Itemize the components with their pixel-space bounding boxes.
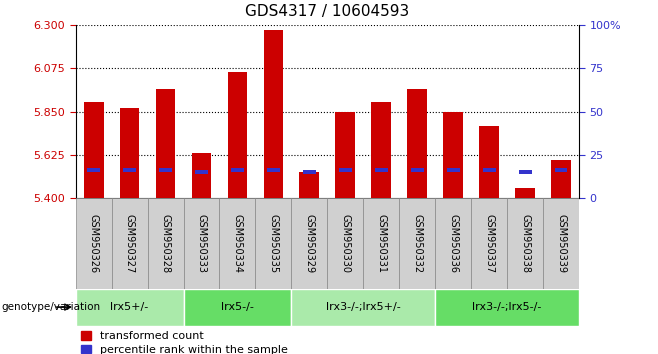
Text: GSM950328: GSM950328	[161, 214, 170, 273]
Text: GSM950333: GSM950333	[197, 214, 207, 273]
Text: lrx5-/-: lrx5-/-	[221, 302, 254, 312]
Bar	[551, 160, 571, 198]
Text: lrx3-/-;lrx5+/-: lrx3-/-;lrx5+/-	[326, 302, 401, 312]
Bar	[479, 126, 499, 198]
Bar	[255, 198, 291, 289]
Bar	[507, 198, 543, 289]
Bar	[483, 168, 495, 172]
Text: GSM950329: GSM950329	[305, 214, 315, 273]
Bar	[303, 170, 316, 174]
Bar	[228, 72, 247, 198]
Text: GSM950330: GSM950330	[340, 214, 350, 273]
Text: genotype/variation: genotype/variation	[1, 302, 101, 312]
Bar	[443, 113, 463, 198]
Bar	[123, 168, 136, 172]
Text: GSM950338: GSM950338	[520, 214, 530, 273]
Bar	[515, 188, 535, 198]
Bar	[435, 198, 471, 289]
Bar	[84, 102, 103, 198]
Bar	[191, 153, 211, 198]
Bar	[120, 108, 139, 198]
Bar	[371, 102, 391, 198]
Bar	[435, 289, 579, 326]
Bar	[159, 168, 172, 172]
Text: lrx5+/-: lrx5+/-	[111, 302, 149, 312]
Text: GSM950332: GSM950332	[413, 214, 422, 273]
Bar	[264, 30, 284, 198]
Text: GSM950335: GSM950335	[268, 214, 278, 273]
Bar	[555, 168, 567, 172]
Text: GSM950327: GSM950327	[124, 214, 135, 273]
Bar	[327, 198, 363, 289]
Bar	[471, 198, 507, 289]
Bar	[184, 289, 291, 326]
Bar	[291, 289, 435, 326]
Bar	[375, 168, 388, 172]
Bar	[399, 198, 435, 289]
Legend: transformed count, percentile rank within the sample: transformed count, percentile rank withi…	[81, 331, 288, 354]
Bar	[231, 167, 244, 172]
Bar	[336, 113, 355, 198]
Bar	[447, 168, 460, 172]
Bar	[411, 168, 424, 172]
Bar	[76, 289, 184, 326]
Text: GSM950334: GSM950334	[232, 214, 242, 273]
Text: GSM950326: GSM950326	[89, 214, 99, 273]
Bar	[156, 89, 176, 198]
Bar	[543, 198, 579, 289]
Bar	[363, 198, 399, 289]
Title: GDS4317 / 10604593: GDS4317 / 10604593	[245, 5, 409, 19]
Bar	[220, 198, 255, 289]
Text: GSM950337: GSM950337	[484, 214, 494, 273]
Bar	[407, 89, 427, 198]
Bar	[112, 198, 147, 289]
Text: GSM950336: GSM950336	[448, 214, 458, 273]
Bar	[184, 198, 220, 289]
Text: lrx3-/-;lrx5-/-: lrx3-/-;lrx5-/-	[472, 302, 542, 312]
Bar	[291, 198, 327, 289]
Bar	[76, 198, 112, 289]
Bar	[519, 170, 532, 174]
Bar	[195, 170, 208, 174]
Text: GSM950331: GSM950331	[376, 214, 386, 273]
Bar	[339, 168, 352, 172]
Bar	[267, 168, 280, 172]
Bar	[299, 172, 319, 198]
Text: GSM950339: GSM950339	[556, 214, 566, 273]
Bar	[88, 168, 100, 172]
Bar	[147, 198, 184, 289]
